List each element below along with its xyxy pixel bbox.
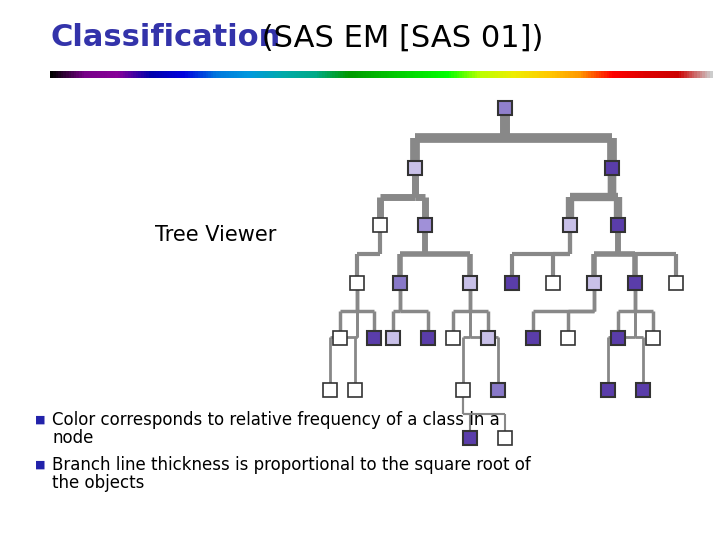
Bar (373, 218, 387, 232)
Bar (505, 276, 519, 290)
Bar (323, 383, 337, 397)
Bar (605, 161, 619, 175)
Bar (628, 276, 642, 290)
Bar (421, 331, 435, 345)
Bar (348, 383, 362, 397)
Text: ■: ■ (35, 415, 45, 425)
Text: ■: ■ (35, 460, 45, 470)
Bar (491, 383, 505, 397)
Bar (546, 276, 560, 290)
Bar (601, 383, 615, 397)
Bar (386, 331, 400, 345)
Bar (561, 331, 575, 345)
Text: (SAS EM [SAS 01]): (SAS EM [SAS 01]) (252, 24, 544, 52)
Bar (463, 276, 477, 290)
Bar (367, 331, 381, 345)
Bar (463, 431, 477, 445)
Bar (563, 218, 577, 232)
Bar (446, 331, 460, 345)
Text: the objects: the objects (52, 474, 145, 492)
Bar (498, 431, 512, 445)
Bar (646, 331, 660, 345)
Bar (456, 383, 470, 397)
Bar (333, 331, 347, 345)
Bar (393, 276, 407, 290)
Bar (611, 218, 625, 232)
Bar (350, 276, 364, 290)
Text: Classification: Classification (50, 24, 280, 52)
Text: Color corresponds to relative frequency of a class in a: Color corresponds to relative frequency … (52, 411, 500, 429)
Bar (481, 331, 495, 345)
Bar (498, 101, 512, 115)
Bar (669, 276, 683, 290)
Bar (611, 331, 625, 345)
Text: node: node (52, 429, 94, 447)
Text: Tree Viewer: Tree Viewer (155, 225, 276, 245)
Bar (408, 161, 422, 175)
Bar (587, 276, 601, 290)
Text: Branch line thickness is proportional to the square root of: Branch line thickness is proportional to… (52, 456, 531, 474)
Bar (636, 383, 650, 397)
Bar (526, 331, 540, 345)
Bar (418, 218, 432, 232)
